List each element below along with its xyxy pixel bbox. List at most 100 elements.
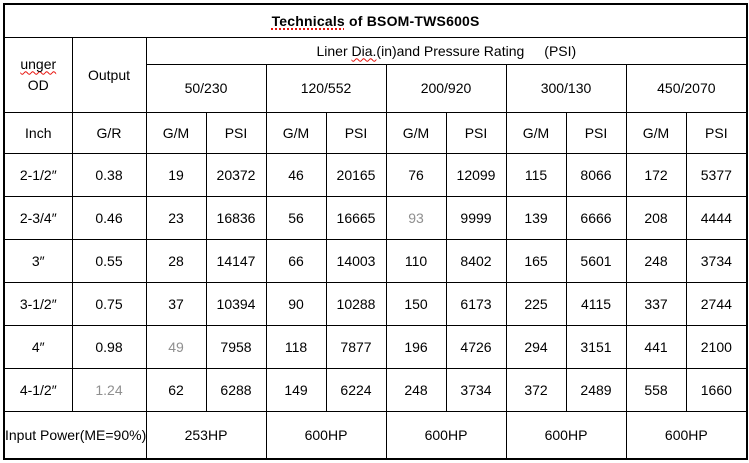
unit-header-cell: PSI (205, 111, 267, 154)
table-cell: 7958 (205, 324, 267, 369)
size-header-cell: 200/920 (385, 63, 507, 113)
table-cell: 6224 (325, 367, 387, 412)
header-row-sizes: 50/230 120/552 200/920 300/130 450/2070 (4, 63, 748, 113)
unit-header-cell: G/M (385, 111, 447, 154)
table-cell: 3151 (565, 324, 627, 369)
hp-cell: 253HP (145, 410, 267, 460)
table-cell: 93 (385, 195, 447, 240)
table-cell: 66 (265, 238, 327, 283)
table-row: 2-3/4″ 0.46 23 16836 56 16665 93 9999 139 6666 208… (3, 195, 748, 240)
table-cell: 10288 (325, 281, 387, 326)
table-cell: 20165 (325, 152, 387, 197)
table-cell: 208 (625, 195, 687, 240)
table-cell: 2744 (685, 281, 748, 326)
unit-header-cell: PSI (325, 111, 387, 154)
table-cell: 248 (385, 367, 447, 412)
row-header-cell: 3-1/2″ (3, 281, 73, 326)
row-header-cell: 4″ (3, 324, 73, 369)
table-cell: 139 (505, 195, 567, 240)
table-cell: 294 (505, 324, 567, 369)
row-header-cell: 4-1/2″ (3, 367, 73, 412)
size-header-cell: 50/230 (145, 63, 267, 113)
table-cell: 46 (265, 152, 327, 197)
table-row: 3-1/2″ 0.75 37 10394 90 10288 150 6173 225 4115 33… (3, 281, 748, 326)
technicals-table: Technicals of BSOM-TWS600S unger OD Outp… (3, 3, 749, 460)
hp-cell: 600HP (625, 410, 748, 460)
table-cell: 1.24 (71, 367, 147, 412)
table-cell: 196 (385, 324, 447, 369)
table-cell: 23 (145, 195, 207, 240)
col-header-output: Output (71, 36, 147, 113)
table-cell: 76 (385, 152, 447, 197)
table-cell: 14147 (205, 238, 267, 283)
unit-header-cell: G/R (71, 111, 147, 154)
table-cell: 7877 (325, 324, 387, 369)
table-cell: 4444 (685, 195, 748, 240)
table-cell: 150 (385, 281, 447, 326)
title-row: Technicals of BSOM-TWS600S (3, 3, 748, 38)
table-cell: 3734 (445, 367, 507, 412)
table-cell: 5377 (685, 152, 748, 197)
table-cell: 110 (385, 238, 447, 283)
table-cell: 28 (145, 238, 207, 283)
table-cell: 0.38 (71, 152, 147, 197)
table-row: 4″ 0.98 49 7958 118 7877 196 4726 294 3151 441 2100 (3, 324, 748, 369)
table-cell: 20372 (205, 152, 267, 197)
table-cell: 9999 (445, 195, 507, 240)
size-header-cell: 120/552 (265, 63, 387, 113)
table-cell: 6666 (565, 195, 627, 240)
size-header-cell: 300/130 (505, 63, 627, 113)
table-cell: 19 (145, 152, 207, 197)
title-rest: of BSOM-TWS600S (344, 12, 480, 29)
liner-pre: Liner (316, 42, 352, 59)
table-cell: 372 (505, 367, 567, 412)
table-cell: 4726 (445, 324, 507, 369)
unit-header-cell: PSI (685, 111, 748, 154)
unit-header-cell: PSI (565, 111, 627, 154)
hp-cell: 600HP (265, 410, 387, 460)
table-cell: 1660 (685, 367, 748, 412)
table-cell: 4115 (565, 281, 627, 326)
table-cell: 115 (505, 152, 567, 197)
unit-header-cell: PSI (445, 111, 507, 154)
table-cell: 118 (265, 324, 327, 369)
table-cell: 14003 (325, 238, 387, 283)
table-cell: 5601 (565, 238, 627, 283)
table-row: 3″ 0.55 28 14147 66 14003 110 8402 165 5601 248 373… (3, 238, 748, 283)
col-header-od: unger OD (3, 36, 73, 113)
hp-cell: 600HP (505, 410, 627, 460)
table-cell: 165 (505, 238, 567, 283)
unit-header-cell: G/M (505, 111, 567, 154)
table-cell: 6173 (445, 281, 507, 326)
header-row-units: Inch G/R G/M PSI G/M PSI G/M PSI G/M PSI G/M PSI (3, 111, 748, 154)
col-header-liner: Liner Dia.(in)and Pressure Rating (PSI) (145, 36, 748, 65)
table-cell: 16836 (205, 195, 267, 240)
table-cell: 172 (625, 152, 687, 197)
table-cell: 0.46 (71, 195, 147, 240)
table-cell: 149 (265, 367, 327, 412)
unit-header-cell: G/M (625, 111, 687, 154)
table-cell: 37 (145, 281, 207, 326)
hp-cell: 600HP (385, 410, 507, 460)
table-cell: 16665 (325, 195, 387, 240)
page-title: Technicals of BSOM-TWS600S (3, 3, 748, 38)
table-cell: 8402 (445, 238, 507, 283)
unit-header-cell: G/M (145, 111, 207, 154)
table-cell: 0.98 (71, 324, 147, 369)
liner-psi: (PSI) (544, 42, 577, 59)
unit-header-cell: G/M (265, 111, 327, 154)
table-cell: 558 (625, 367, 687, 412)
table-cell: 441 (625, 324, 687, 369)
row-header-cell: 3″ (3, 238, 73, 283)
header-row-liner: unger OD Output Liner Dia.(in)and Pressu… (3, 36, 748, 113)
table-cell: 8066 (565, 152, 627, 197)
footer-row: Input Power(ME=90%) 253HP 600HP 600HP 600HP… (3, 410, 748, 460)
liner-post: (in)and Pressure Rating (376, 42, 525, 59)
table-cell: 225 (505, 281, 567, 326)
table-cell: 3734 (685, 238, 748, 283)
table-cell: 2489 (565, 367, 627, 412)
table-cell: 12099 (445, 152, 507, 197)
liner-marked-word: Dia. (351, 42, 377, 59)
table-cell: 6288 (205, 367, 267, 412)
table-cell: 0.55 (71, 238, 147, 283)
